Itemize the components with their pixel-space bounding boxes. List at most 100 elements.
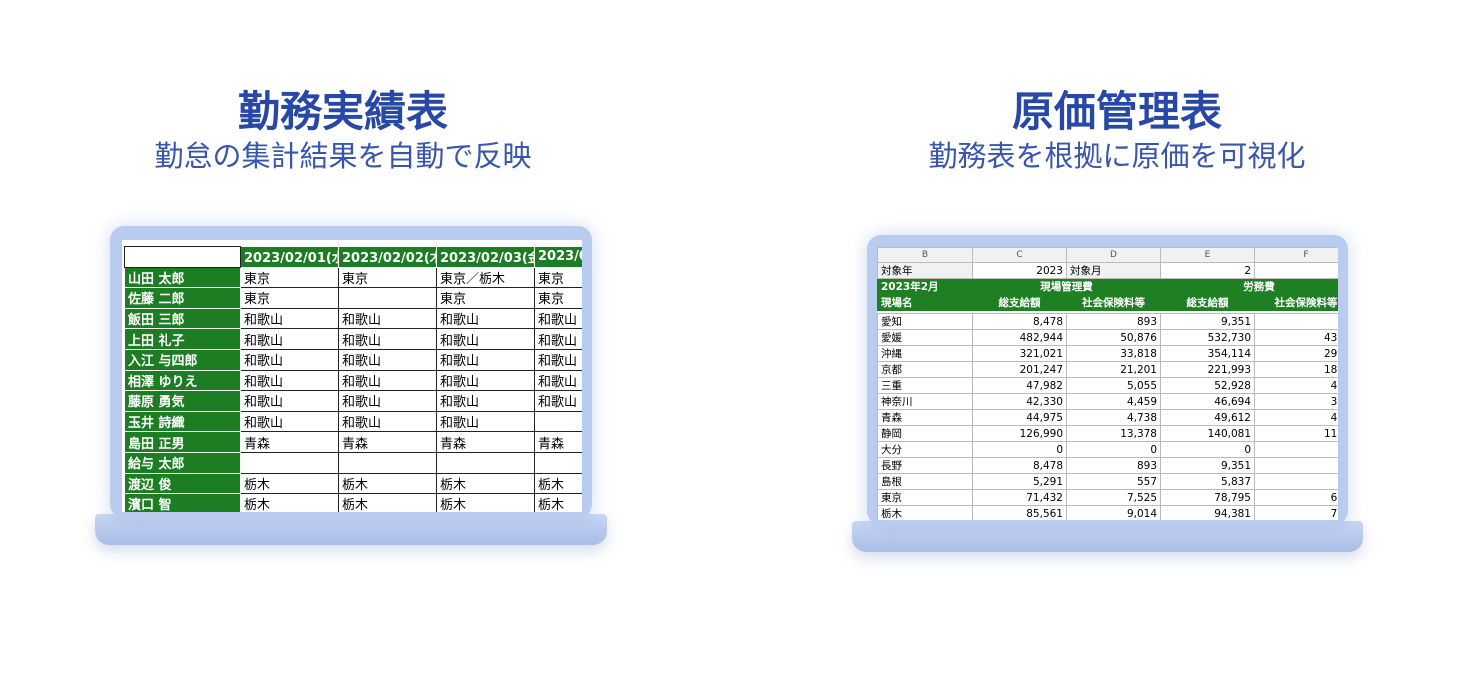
employee-name: 飯田 三郎 bbox=[124, 307, 241, 330]
amount-cell: 29,12 bbox=[1254, 345, 1338, 363]
amount-cell: 557 bbox=[1066, 473, 1161, 491]
left-title: 勤務実績表 bbox=[237, 87, 448, 136]
location-cell: 栃木 bbox=[534, 493, 582, 512]
location-cell: 和歌山 bbox=[534, 348, 582, 371]
column-letter: C bbox=[972, 247, 1067, 264]
amount-cell: 76 bbox=[1254, 457, 1338, 475]
amount-cell: 532,730 bbox=[1160, 329, 1255, 347]
header-row: 2023/02/01(水)2023/02/02(木)2023/02/03(金)2… bbox=[124, 246, 582, 268]
location-cell: 和歌山 bbox=[240, 307, 339, 330]
site-name: 静岡 bbox=[877, 425, 973, 443]
location-cell: 栃木 bbox=[338, 472, 437, 495]
site-name: 東京 bbox=[877, 489, 973, 507]
location-cell: 東京 bbox=[338, 266, 437, 289]
empty-cell bbox=[1254, 262, 1338, 280]
site-name: 愛媛 bbox=[877, 329, 973, 347]
left-subtitle: 勤怠の集計結果を自動で反映 bbox=[154, 139, 532, 173]
location-cell bbox=[338, 287, 437, 309]
amount-cell: 43,82 bbox=[1254, 329, 1338, 347]
location-cell: 和歌山 bbox=[534, 390, 582, 412]
location-cell bbox=[240, 451, 339, 474]
laptop-base bbox=[95, 514, 607, 545]
location-cell bbox=[338, 451, 437, 474]
laptop-screen: B C D E F 対象年 2023 対象月 2 2023年2月 現場管理費 労務費 現場名 総支給額 社会… bbox=[867, 235, 1348, 525]
amount-cell: 354,114 bbox=[1160, 345, 1255, 363]
sub-header: 総支給額 bbox=[972, 294, 1067, 312]
location-cell: 東京 bbox=[534, 287, 582, 309]
amount-cell: 78,795 bbox=[1160, 489, 1255, 507]
amount-cell: 8,478 bbox=[972, 313, 1067, 331]
table-row: 濱口 智栃木 栃木 栃木 栃木 bbox=[124, 493, 582, 512]
employee-name: 渡辺 俊 bbox=[124, 472, 241, 495]
amount-cell: 140,081 bbox=[1160, 425, 1255, 443]
table-row: 渡辺 俊栃木 栃木 栃木 栃木 bbox=[124, 472, 582, 495]
amount-cell: 9,351 bbox=[1160, 457, 1255, 475]
amount-cell: 9,014 bbox=[1066, 505, 1161, 520]
amount-cell: 49,612 bbox=[1160, 409, 1255, 427]
location-cell bbox=[534, 410, 582, 433]
group-row: 2023年2月 現場管理費 労務費 bbox=[877, 278, 1338, 296]
screen: 2023/02/01(水)2023/02/02(木)2023/02/03(金)2… bbox=[122, 240, 582, 512]
date-header: 2023/0 bbox=[534, 246, 582, 268]
location-cell: 和歌山 bbox=[338, 410, 437, 433]
amount-cell: 7,525 bbox=[1066, 489, 1161, 507]
corner-cell bbox=[124, 246, 241, 268]
amount-cell: 893 bbox=[1066, 313, 1161, 331]
meta-cell: 2023 bbox=[972, 262, 1067, 280]
group-header: 現場管理費 bbox=[972, 278, 1161, 296]
date-header: 2023/02/02(木) bbox=[338, 246, 437, 268]
site-name: 長野 bbox=[877, 457, 973, 475]
amount-cell: 5,291 bbox=[972, 473, 1067, 491]
amount-cell: 0 bbox=[1160, 441, 1255, 459]
amount-cell: 48 bbox=[1254, 473, 1338, 491]
amount-cell: 6,48 bbox=[1254, 489, 1338, 507]
table-row: 玉井 詩織 和歌山 和歌山 和歌山 bbox=[124, 410, 582, 433]
amount-cell: 321,021 bbox=[972, 345, 1067, 363]
location-cell: 和歌山 bbox=[436, 390, 535, 412]
amount-cell: 893 bbox=[1066, 457, 1161, 475]
location-cell: 東京 bbox=[240, 266, 339, 289]
cost-table: B C D E F 対象年 2023 対象月 2 2023年2月 現場管理費 労務費 現場名 総支給額 社会… bbox=[877, 247, 1338, 520]
site-name: 大分 bbox=[877, 441, 973, 459]
location-cell: 東京 bbox=[534, 266, 582, 289]
location-cell: 栃木 bbox=[240, 493, 339, 512]
site-header: 現場名 bbox=[877, 294, 973, 312]
location-cell: 和歌山 bbox=[436, 307, 535, 330]
location-cell: 和歌山 bbox=[240, 328, 339, 350]
sub-header: 社会保険料等 bbox=[1254, 294, 1338, 312]
amount-cell: 13,378 bbox=[1066, 425, 1161, 443]
column-letter: F bbox=[1254, 247, 1338, 264]
site-name: 神奈川 bbox=[877, 393, 973, 411]
table-row: 山田 太郎 東京 東京 東京／栃木 東京 bbox=[124, 266, 582, 289]
date-header: 2023/02/01(水) bbox=[240, 246, 339, 268]
location-cell: 和歌山 bbox=[338, 369, 437, 392]
amount-cell: 482,944 bbox=[972, 329, 1067, 347]
table-row: 給与 太郎 bbox=[124, 451, 582, 474]
meta-cell: 対象年 bbox=[877, 262, 973, 280]
sub-header: 総支給額 bbox=[1160, 294, 1255, 312]
location-cell: 和歌山 bbox=[240, 410, 339, 433]
right-title: 原価管理表 bbox=[1011, 87, 1222, 136]
table-row: 佐藤 二郎 東京 東京 東京 bbox=[124, 287, 582, 309]
location-cell: 和歌山 bbox=[436, 369, 535, 392]
sub-header-row: 現場名 総支給額 社会保険料等 総支給額 社会保険料等 bbox=[877, 294, 1338, 312]
employee-name: 濱口 智 bbox=[124, 493, 241, 512]
location-cell: 栃木 bbox=[436, 493, 535, 512]
employee-name: 給与 太郎 bbox=[124, 451, 241, 474]
location-cell: 和歌山 bbox=[240, 369, 339, 392]
site-name: 京都 bbox=[877, 361, 973, 379]
amount-cell: 47,982 bbox=[972, 377, 1067, 395]
location-cell: 和歌山 bbox=[240, 390, 339, 412]
column-letter: E bbox=[1160, 247, 1255, 264]
meta-row: 対象年 2023 対象月 2 bbox=[877, 262, 1338, 280]
amount-cell: 5,055 bbox=[1066, 377, 1161, 395]
table-row: 上田 礼子 和歌山 和歌山 和歌山 和歌山 bbox=[124, 328, 582, 350]
employee-name: 佐藤 二郎 bbox=[124, 287, 241, 309]
